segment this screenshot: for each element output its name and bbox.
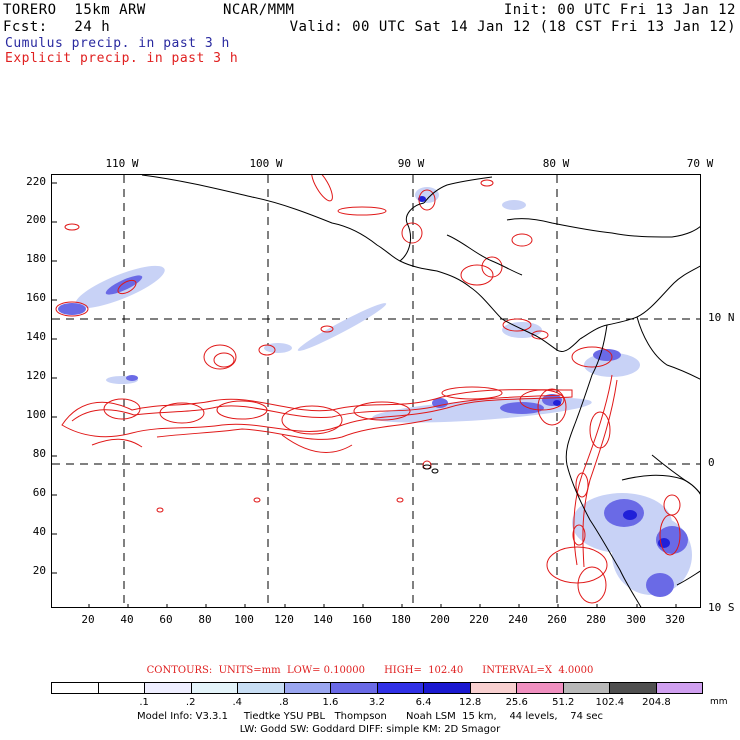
valid-time: Valid: 00 UTC Sat 14 Jan 12 (18 CST Fri … (289, 19, 736, 35)
graticule (52, 175, 700, 607)
lat-label-0: 0 (708, 456, 715, 469)
colorbar-value: 204.8 (642, 697, 671, 708)
x-tick: 300 (626, 613, 646, 626)
explicit-legend: Explicit precip. in past 3 h (5, 51, 239, 66)
colorbar-value: .4 (232, 697, 243, 708)
axis-ticks (52, 182, 677, 607)
colorbar-swatch (470, 683, 517, 693)
y-tick: 200 (26, 213, 46, 226)
y-tick: 140 (26, 330, 46, 343)
lon-label-90w: 90 W (397, 157, 425, 170)
x-tick: 260 (547, 613, 567, 626)
colorbar-swatch (377, 683, 424, 693)
x-tick: 160 (352, 613, 372, 626)
coastline (141, 175, 700, 607)
organization-label: NCAR/MMM (223, 2, 295, 18)
map-canvas (52, 175, 700, 607)
x-tick: 220 (469, 613, 489, 626)
colorbar-value: 12.8 (459, 697, 482, 708)
x-tick: 60 (159, 613, 173, 626)
colorbar-value: .1 (139, 697, 149, 708)
y-tick: 100 (26, 408, 46, 421)
x-tick: 320 (665, 613, 685, 626)
model-info-line1: Model Info: V3.3.1 Tiedtke YSU PBL Thomp… (137, 711, 603, 722)
colorbar (51, 682, 703, 694)
lon-label-70w: 70 W (686, 157, 714, 170)
y-tick: 80 (32, 447, 46, 460)
cumulus-precip (58, 187, 692, 597)
precip-map-panel (51, 174, 701, 608)
explicit-precip-contours (55, 175, 681, 604)
lon-label-100w: 100 W (249, 157, 283, 170)
x-tick: 240 (508, 613, 528, 626)
colorbar-value: 1.6 (322, 697, 339, 708)
colorbar-value: 25.6 (505, 697, 528, 708)
cumulus-legend: Cumulus precip. in past 3 h (5, 36, 230, 51)
lon-label-80w: 80 W (542, 157, 570, 170)
y-tick: 160 (26, 291, 46, 304)
x-tick: 140 (313, 613, 333, 626)
colorbar-value: .2 (185, 697, 196, 708)
colorbar-unit: mm (710, 697, 728, 707)
colorbar-value: 51.2 (552, 697, 575, 708)
colorbar-value: 3.2 (369, 697, 385, 708)
x-tick: 40 (120, 613, 134, 626)
x-tick: 100 (234, 613, 254, 626)
contours-info: CONTOURS: UNITS=mm LOW= 0.10000 HIGH= 10… (146, 665, 594, 676)
model-info-line2: LW: Godd SW: Goddard DIFF: simple KM: 2D… (239, 724, 501, 735)
colorbar-swatch (517, 683, 564, 693)
x-tick: 200 (430, 613, 450, 626)
colorbar-swatch (424, 683, 471, 693)
colorbar-swatch (145, 683, 192, 693)
x-tick: 80 (198, 613, 212, 626)
y-tick: 120 (26, 369, 46, 382)
lat-label-10n: 10 N (708, 311, 735, 324)
colorbar-swatch (52, 683, 99, 693)
lon-label-110w: 110 W (105, 157, 139, 170)
x-tick: 280 (586, 613, 606, 626)
y-tick: 180 (26, 252, 46, 265)
colorbar-value: 102.4 (595, 697, 625, 708)
colorbar-swatch (563, 683, 610, 693)
colorbar-value: .8 (279, 697, 289, 708)
colorbar-swatch (331, 683, 378, 693)
colorbar-swatch (656, 683, 702, 693)
colorbar-swatch (238, 683, 285, 693)
y-tick: 20 (32, 564, 46, 577)
y-tick: 40 (32, 525, 46, 538)
forecast-hour: Fcst: 24 h (3, 19, 111, 35)
colorbar-swatch (610, 683, 657, 693)
y-tick: 60 (32, 486, 46, 499)
lat-label-10s: 10 S (708, 601, 735, 614)
x-tick: 180 (391, 613, 411, 626)
init-time: Init: 00 UTC Fri 13 Jan 12 (503, 2, 736, 18)
colorbar-value: 6.4 (415, 697, 432, 708)
x-tick: 120 (274, 613, 294, 626)
colorbar-swatch (191, 683, 238, 693)
colorbar-swatch (284, 683, 331, 693)
y-tick: 220 (26, 175, 46, 188)
x-tick: 20 (81, 613, 95, 626)
colorbar-swatch (98, 683, 145, 693)
model-title: TORERO 15km ARW (3, 2, 146, 18)
